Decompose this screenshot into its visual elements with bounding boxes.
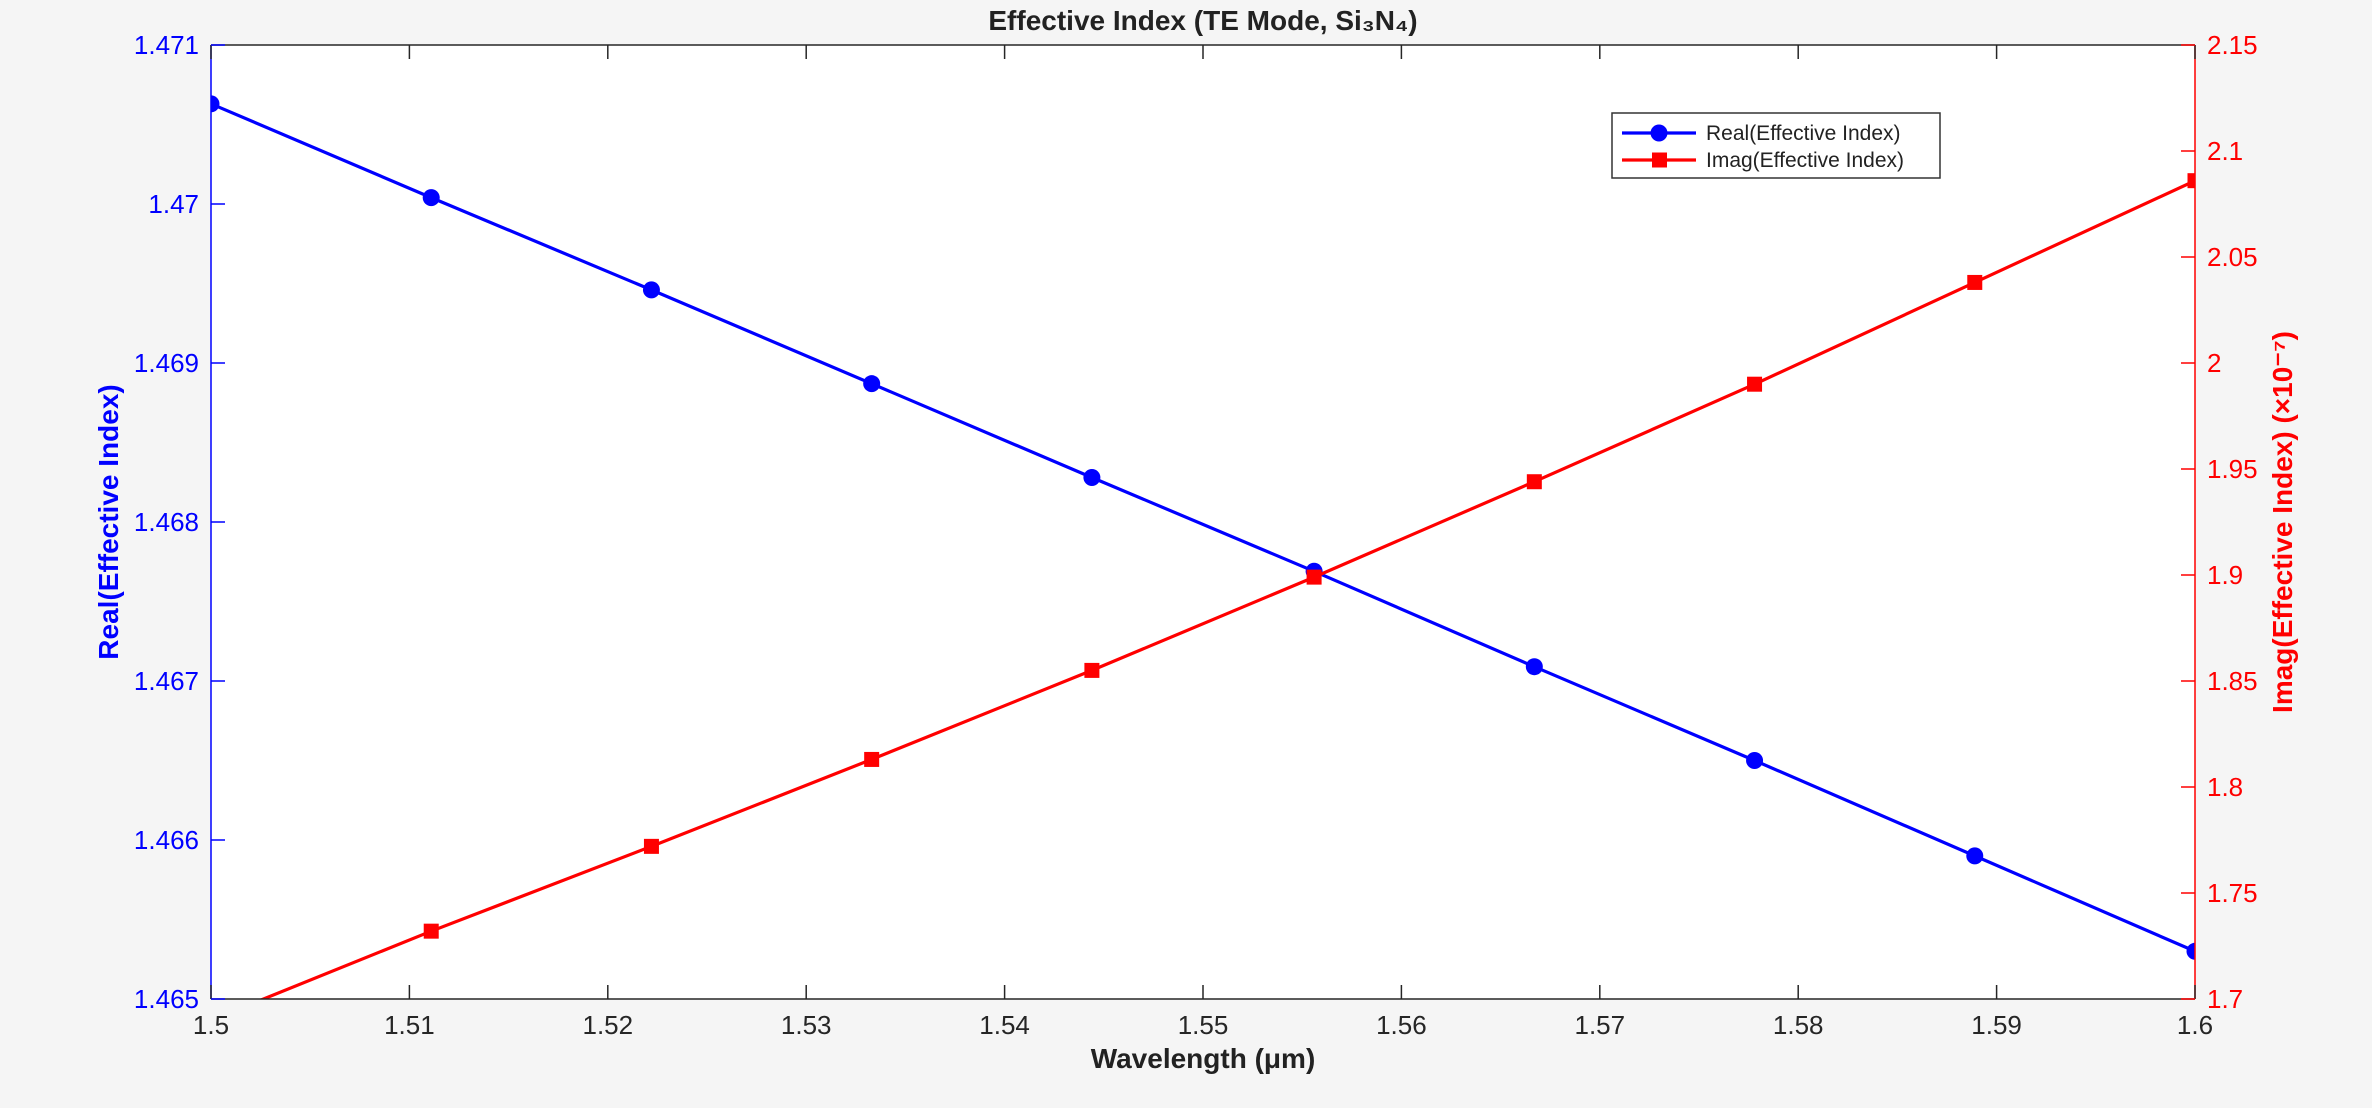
ticks-layer: 1.5 1.51 1.52 1.53 1.54 1.55 1.56 1.57 1.58 1.59 1… [134, 30, 2258, 1040]
y-tick-label-left: 1.471 [134, 30, 199, 60]
x-tick-label: 1.51 [384, 1010, 435, 1040]
y-tick-label-right: 1.95 [2207, 454, 2258, 484]
y-tick-label-left: 1.468 [134, 507, 199, 537]
data-point [423, 923, 439, 939]
y-axis-label-right: Imag(Effective Index) (×10⁻⁷) [2267, 331, 2298, 713]
legend-item-1: Real(Effective Index) [1622, 122, 1901, 145]
x-tick-label: 1.55 [1178, 1010, 1229, 1040]
series-line-2 [259, 179, 2195, 999]
legend-label: Imag(Effective Index) [1706, 149, 1904, 172]
x-tick-label: 1.58 [1773, 1010, 1824, 1040]
legend-marker [1650, 124, 1668, 142]
x-tick-label: 1.5 [193, 1010, 229, 1040]
data-point [1306, 569, 1322, 585]
x-tick-label: 1.53 [781, 1010, 832, 1040]
x-tick-label: 1.54 [979, 1010, 1030, 1040]
plot-area [211, 45, 2195, 999]
y-tick-label-left: 1.47 [148, 189, 199, 219]
data-point [643, 838, 659, 854]
chart-title: Effective Index (TE Mode, Si₃N₄) [988, 5, 1417, 36]
data-point [864, 751, 880, 767]
y-tick-label-right: 2.15 [2207, 30, 2258, 60]
legend-label: Real(Effective Index) [1706, 122, 1901, 145]
x-tick-label: 1.6 [2177, 1010, 2213, 1040]
data-point [1746, 752, 1764, 769]
y-tick-label-left: 1.466 [134, 825, 199, 855]
x-tick-label: 1.52 [582, 1010, 633, 1040]
y-tick-label-right: 1.85 [2207, 666, 2258, 696]
data-point [863, 375, 881, 393]
y-tick-label-left: 1.465 [134, 984, 199, 1014]
data-point [2187, 173, 2195, 189]
data-point [642, 281, 660, 299]
data-point [1525, 658, 1543, 676]
y-tick-label-right: 2 [2207, 348, 2221, 378]
y-tick-label-left: 1.467 [134, 666, 199, 696]
y-tick-label-right: 1.75 [2207, 878, 2258, 908]
data-point [2186, 942, 2195, 960]
y-tick-label-right: 1.8 [2207, 772, 2243, 802]
y-tick-label-right: 2.1 [2207, 136, 2243, 166]
y-axis-label-left: Real(Effective Index) [93, 384, 124, 659]
x-tick-label: 1.59 [1971, 1010, 2022, 1040]
data-point [1967, 274, 1983, 290]
series-line-1 [211, 102, 2195, 953]
x-tick-label: 1.57 [1574, 1010, 1625, 1040]
series-2 [259, 173, 2195, 999]
x-tick-label: 1.56 [1376, 1010, 1427, 1040]
series-layer [211, 95, 2195, 999]
legend-marker [1652, 152, 1667, 168]
y-tick-label-right: 1.9 [2207, 560, 2243, 590]
legend: Real(Effective Index) Imag(Effective Inde… [1611, 112, 1941, 179]
x-axis-label: Wavelength (μm) [1091, 1043, 1316, 1074]
legend-item-2: Imag(Effective Index) [1622, 149, 1904, 172]
data-point [1747, 376, 1763, 392]
data-point [422, 189, 440, 207]
data-point [1526, 474, 1542, 490]
y-tick-label-left: 1.469 [134, 348, 199, 378]
data-point [1083, 468, 1101, 486]
y-tick-label-right: 2.05 [2207, 242, 2258, 272]
data-point [1084, 662, 1100, 678]
data-point [1966, 847, 1984, 865]
data-point [211, 95, 220, 113]
y-tick-label-right: 1.7 [2207, 984, 2243, 1014]
